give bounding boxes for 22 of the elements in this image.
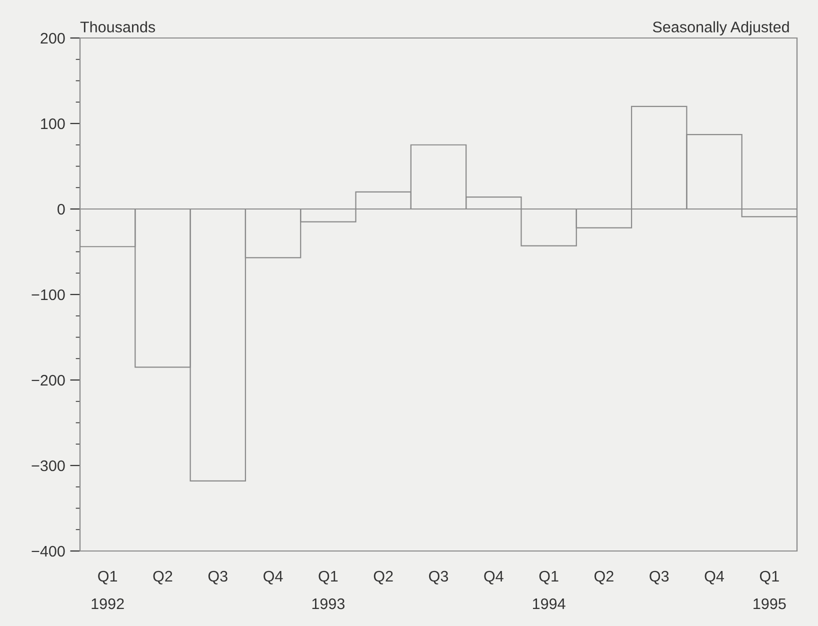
x-tick-label: Q1 1993 [312,570,345,610]
y-tick-label: 0 [58,204,65,215]
x-tick-label: Q3 [208,570,228,584]
x-tick-label: Q2 [594,570,614,584]
x-tick-label: Q3 [650,570,669,584]
x-tick-label: Q3 [429,570,448,584]
y-tick-label: 200 [40,32,65,44]
y-tick-label: −200 [32,374,65,386]
x-tick-label: Q2 [374,570,393,584]
y-tick-label: 100 [41,118,65,130]
x-tick-label: Q4 [704,570,724,584]
x-tick-label: Q1 1994 [532,570,566,610]
x-tick-label: Q2 [153,570,172,584]
y-tick-label: −400 [32,546,65,557]
text: Seasonally Adjusted [652,21,789,36]
x-tick-label: Q4 [264,570,283,584]
text: Thousands [80,21,156,32]
x-tick-label: Q1 1992 [92,570,124,610]
y-tick-label: −300 [32,460,65,472]
y-tick-label: −100 [32,289,65,300]
x-tick-label: Q1 1995 [754,570,786,610]
x-tick-label: Q4 [484,570,504,584]
